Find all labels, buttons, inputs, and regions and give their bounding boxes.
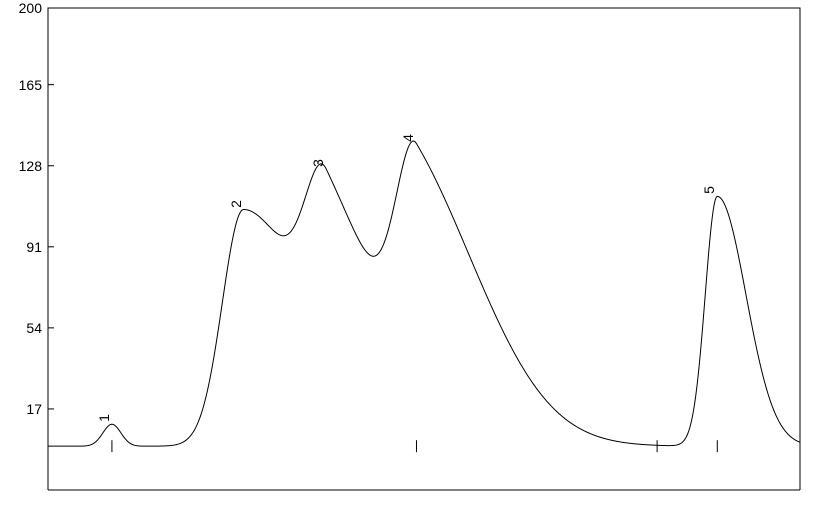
peak-label: 4 bbox=[400, 134, 416, 142]
y-tick-label: 128 bbox=[19, 158, 42, 174]
y-tick-label: 54 bbox=[26, 320, 42, 336]
chromatogram-trace bbox=[48, 141, 800, 446]
y-tick-label: 200 bbox=[19, 0, 42, 16]
chart-canvas bbox=[0, 0, 818, 507]
chromatogram-chart: 200 165 128 91 54 17 1 2 3 4 5 bbox=[0, 0, 818, 507]
peak-label: 5 bbox=[701, 186, 717, 194]
peak-label: 1 bbox=[96, 414, 112, 422]
y-tick-label: 165 bbox=[19, 77, 42, 93]
peak-label: 3 bbox=[310, 159, 326, 167]
y-tick-label: 91 bbox=[26, 239, 42, 255]
y-tick-label: 17 bbox=[26, 401, 42, 417]
peak-label: 2 bbox=[228, 200, 244, 208]
